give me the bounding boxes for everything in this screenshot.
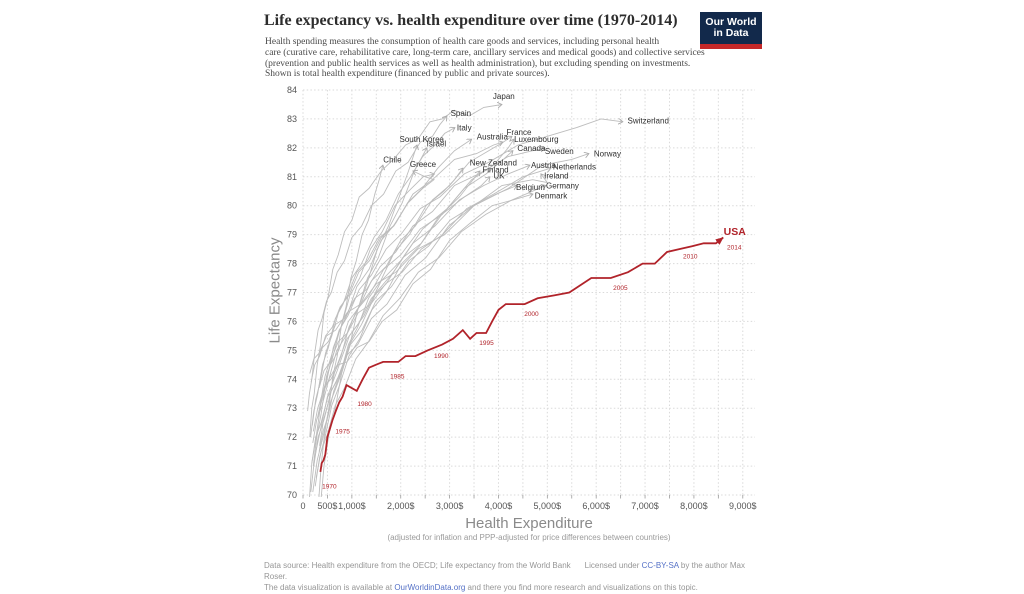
country-label-denmark: Denmark bbox=[535, 192, 568, 201]
country-label-new-zealand: New Zealand bbox=[470, 158, 517, 167]
country-label-switzerland: Switzerland bbox=[628, 116, 669, 125]
x-axis-note: (adjusted for inflation and PPP-adjusted… bbox=[387, 533, 671, 542]
country-label-norway: Norway bbox=[594, 150, 621, 159]
usa-year-label-2014: 2014 bbox=[727, 245, 742, 252]
x-tick-label-3000: 3,000$ bbox=[436, 501, 464, 511]
x-tick-label-0: 0 bbox=[300, 501, 305, 511]
country-line-luxembourg bbox=[310, 139, 514, 493]
y-tick-label-78: 78 bbox=[287, 259, 297, 269]
owid-logo-line1: Our World bbox=[705, 15, 757, 28]
x-tick-label-5000: 5,000$ bbox=[534, 501, 562, 511]
country-line-belgium bbox=[313, 186, 517, 467]
country-label-netherlands: Netherlands bbox=[553, 163, 596, 172]
usa-year-label-2005: 2005 bbox=[613, 285, 628, 292]
country-label-france: France bbox=[507, 128, 532, 137]
owid-logo[interactable]: Our World in Data bbox=[700, 12, 762, 49]
country-label-sweden: Sweden bbox=[545, 147, 574, 156]
country-label-italy: Italy bbox=[457, 124, 472, 133]
country-line-finland bbox=[314, 171, 480, 487]
owid-logo-line2: in Data bbox=[713, 27, 749, 39]
usa-year-label-1970: 1970 bbox=[322, 483, 337, 490]
owid-logo-text: Our World in Data bbox=[700, 12, 762, 44]
country-label-canada: Canada bbox=[517, 144, 546, 153]
country-line-sweden bbox=[317, 148, 545, 360]
usa-label: USA bbox=[724, 226, 747, 238]
page-title: Life expectancy vs. health expenditure o… bbox=[264, 12, 678, 29]
footer: Data source: Health expenditure from the… bbox=[264, 560, 769, 593]
country-label-luxembourg: Luxembourg bbox=[514, 135, 558, 144]
y-tick-label-80: 80 bbox=[287, 201, 297, 211]
y-tick-label-82: 82 bbox=[287, 143, 297, 153]
footer-line-1: Data source: Health expenditure from the… bbox=[264, 560, 769, 582]
footer-line2-suffix: and there you find more research and vis… bbox=[467, 583, 698, 592]
y-tick-label-74: 74 bbox=[287, 374, 297, 384]
x-tick-label-500: 500$ bbox=[317, 501, 337, 511]
y-tick-label-75: 75 bbox=[287, 345, 297, 355]
country-label-germany: Germany bbox=[546, 181, 579, 190]
owid-logo-red-bar bbox=[700, 44, 762, 49]
country-line-denmark bbox=[320, 194, 533, 400]
x-tick-label-6000: 6,000$ bbox=[582, 501, 610, 511]
country-label-australia: Australia bbox=[477, 132, 509, 141]
data-source-text: Data source: Health expenditure from the… bbox=[264, 561, 571, 570]
country-line-ireland bbox=[311, 174, 549, 464]
y-tick-label-84: 84 bbox=[287, 85, 297, 95]
country-label-spain: Spain bbox=[451, 109, 471, 118]
license-suffix: by the author Max Roser. bbox=[264, 561, 745, 581]
country-label-belgium: Belgium bbox=[516, 183, 545, 192]
usa-year-label-1995: 1995 bbox=[479, 340, 494, 347]
y-tick-label-71: 71 bbox=[287, 461, 297, 471]
usa-year-label-1975: 1975 bbox=[335, 428, 350, 435]
usa-year-label-2010: 2010 bbox=[683, 253, 698, 260]
y-tick-label-83: 83 bbox=[287, 114, 297, 124]
usa-year-label-1990: 1990 bbox=[434, 353, 449, 360]
footer-line-2: The data visualization is available at O… bbox=[264, 582, 769, 593]
country-line-uk bbox=[312, 177, 490, 443]
country-label-ireland: Ireland bbox=[544, 171, 568, 180]
y-tick-label-72: 72 bbox=[287, 432, 297, 442]
y-tick-label-73: 73 bbox=[287, 403, 297, 413]
country-label-austria: Austria bbox=[531, 161, 556, 170]
usa-year-label-1985: 1985 bbox=[390, 373, 405, 380]
y-tick-label-77: 77 bbox=[287, 288, 297, 298]
country-label-chile: Chile bbox=[383, 155, 402, 164]
chart-subtitle: Health spending measures the consumption… bbox=[265, 37, 705, 80]
y-tick-label-81: 81 bbox=[287, 172, 297, 182]
country-label-japan: Japan bbox=[493, 92, 515, 101]
y-tick-label-76: 76 bbox=[287, 316, 297, 326]
country-label-finland: Finland bbox=[482, 166, 508, 175]
license-prefix: Licensed under bbox=[584, 561, 640, 570]
country-line-unlabeled-24 bbox=[310, 139, 472, 383]
x-tick-label-2000: 2,000$ bbox=[387, 501, 415, 511]
country-label-israel: Israel bbox=[427, 140, 447, 149]
country-line-austria bbox=[312, 165, 530, 493]
country-label-south-korea: South Korea bbox=[399, 135, 444, 144]
country-label-uk: UK bbox=[493, 171, 505, 180]
usa-year-label-1980: 1980 bbox=[357, 401, 372, 408]
owid-site-link[interactable]: OurWorldinData.org bbox=[394, 583, 466, 592]
country-line-canada bbox=[317, 151, 513, 417]
country-line-greece bbox=[311, 171, 435, 426]
usa-year-label-2000: 2000 bbox=[524, 311, 539, 318]
x-tick-label-9000: 9,000$ bbox=[729, 501, 757, 511]
y-tick-label-79: 79 bbox=[287, 230, 297, 240]
country-line-germany bbox=[315, 186, 546, 478]
x-tick-label-4000: 4,000$ bbox=[485, 501, 513, 511]
cc-by-sa-link[interactable]: CC-BY-SA bbox=[641, 561, 679, 570]
x-tick-label-1000: 1,000$ bbox=[338, 501, 366, 511]
country-line-unlabeled-23 bbox=[309, 174, 435, 497]
x-tick-label-7000: 7,000$ bbox=[631, 501, 659, 511]
country-line-chile bbox=[318, 165, 383, 497]
country-label-greece: Greece bbox=[410, 160, 437, 169]
x-tick-label-8000: 8,000$ bbox=[680, 501, 708, 511]
x-axis-title: Health Expenditure bbox=[465, 515, 593, 532]
y-tick-label-70: 70 bbox=[287, 490, 297, 500]
usa-line bbox=[319, 236, 724, 473]
visualization-text: The data visualization is available at bbox=[264, 583, 393, 592]
series-group bbox=[307, 105, 623, 497]
country-line-new-zealand bbox=[318, 168, 463, 452]
